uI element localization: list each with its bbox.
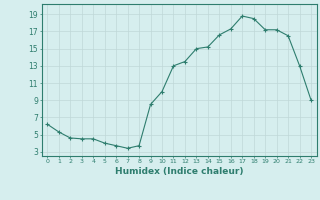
X-axis label: Humidex (Indice chaleur): Humidex (Indice chaleur) (115, 167, 244, 176)
